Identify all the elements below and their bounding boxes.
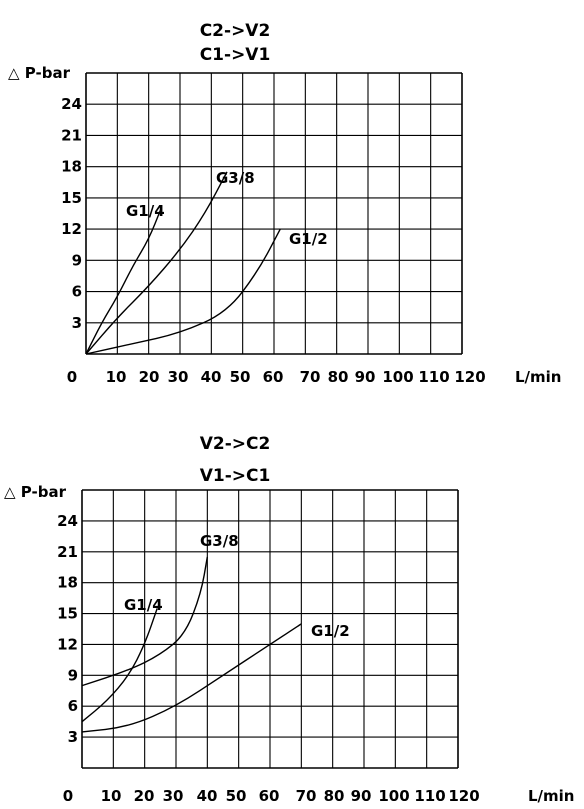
y-tick-label: 6 — [72, 283, 82, 301]
grid — [81, 489, 459, 769]
x-tick-label: 50 — [230, 368, 251, 386]
x-axis-label: L/min — [528, 787, 575, 805]
y-tick-label: 9 — [68, 666, 78, 684]
x-axis-label: L/min — [515, 368, 562, 386]
x-tick-label: 100 — [378, 787, 409, 805]
x-tick-label: 70 — [300, 368, 321, 386]
series-label: G1/2 — [311, 622, 350, 640]
x-tick-label: 0 — [67, 368, 77, 386]
x-tick-label: 80 — [328, 368, 349, 386]
y-tick-label: 15 — [57, 605, 78, 623]
x-tick-label: 30 — [163, 787, 184, 805]
chart-title-line: C1->V1 — [200, 45, 271, 65]
series-line-G1-2 — [85, 228, 281, 355]
x-tick-label: 100 — [382, 368, 413, 386]
series-label: G1/2 — [289, 230, 328, 248]
y-tick-label: 12 — [61, 220, 82, 238]
y-tick-label: 18 — [61, 158, 82, 176]
y-tick-label: 6 — [68, 697, 78, 715]
series-line-G3-8 — [85, 171, 228, 355]
x-tick-label: 90 — [351, 787, 372, 805]
series-line-G1-2 — [81, 623, 302, 733]
x-tick-label: 60 — [263, 368, 284, 386]
series-line-G1-4 — [85, 207, 162, 355]
x-tick-label: 90 — [355, 368, 376, 386]
y-axis-label: △ P-bar — [8, 64, 71, 82]
y-tick-label: 3 — [68, 728, 78, 746]
y-tick-label: 24 — [57, 512, 78, 530]
y-tick-label: 21 — [61, 126, 82, 144]
y-axis-label: △ P-bar — [4, 483, 67, 501]
chart-1: C2->V2 C1->V1 3 6 9 12 15 18 21 24 0 10 20 30 40 50 60 70… — [8, 21, 562, 386]
y-tick-label: 18 — [57, 574, 78, 592]
x-tick-label: 120 — [454, 368, 485, 386]
x-tick-label: 110 — [418, 368, 449, 386]
series-label: G1/4 — [126, 202, 165, 220]
grid — [85, 72, 463, 355]
series-line-G3-8 — [81, 556, 209, 687]
series-label: G3/8 — [200, 532, 239, 550]
series-line-G1-4 — [81, 608, 158, 723]
x-tick-label: 30 — [168, 368, 189, 386]
chart-title-line: V2->C2 — [200, 434, 271, 454]
y-tick-label: 24 — [61, 95, 82, 113]
x-tick-label: 50 — [226, 787, 247, 805]
y-tick-label: 9 — [72, 251, 82, 269]
x-tick-label: 120 — [448, 787, 479, 805]
y-tick-label: 21 — [57, 543, 78, 561]
x-tick-label: 0 — [63, 787, 73, 805]
series-label: G1/4 — [124, 596, 163, 614]
chart-title-line: V1->C1 — [200, 466, 271, 486]
chart-2: V2->C2 V1->C1 3 6 9 12 15 18 21 24 0 10 20 30 40 50 60 70… — [4, 434, 575, 805]
chart-title-line: C2->V2 — [200, 21, 271, 41]
x-tick-label: 80 — [324, 787, 345, 805]
y-tick-label: 15 — [61, 189, 82, 207]
y-tick-label: 12 — [57, 635, 78, 653]
x-tick-label: 10 — [101, 787, 122, 805]
x-tick-label: 10 — [106, 368, 127, 386]
x-tick-label: 110 — [414, 787, 445, 805]
x-tick-label: 40 — [197, 787, 218, 805]
x-tick-label: 60 — [259, 787, 280, 805]
x-tick-label: 20 — [134, 787, 155, 805]
series-label: G3/8 — [216, 169, 255, 187]
y-tick-label: 3 — [72, 314, 82, 332]
x-tick-label: 70 — [296, 787, 317, 805]
x-tick-label: 40 — [201, 368, 222, 386]
x-tick-label: 20 — [139, 368, 160, 386]
